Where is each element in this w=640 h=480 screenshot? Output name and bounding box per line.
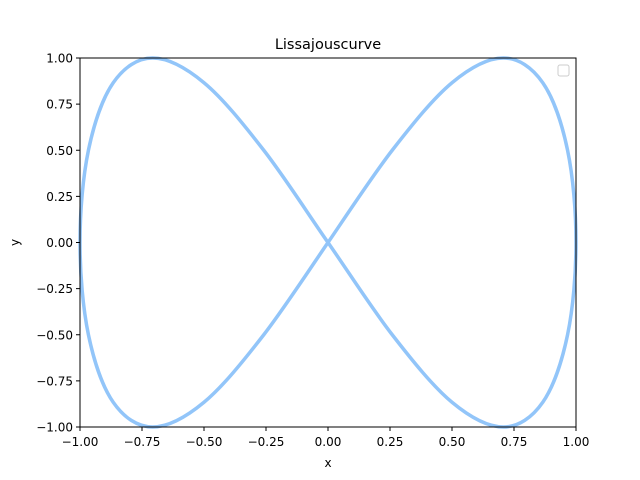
y-tick-label: 0.75 — [46, 98, 73, 112]
x-axis-label: x — [324, 456, 331, 470]
legend-box — [557, 64, 570, 77]
y-tick-label: 0.25 — [46, 190, 73, 204]
x-tick-label: −0.50 — [186, 435, 223, 449]
x-tick-label: 0.75 — [501, 435, 528, 449]
y-axis-label: y — [8, 239, 22, 246]
x-tick-label: −0.75 — [124, 435, 161, 449]
series-line — [78, 56, 578, 429]
x-axis: −1.00 −0.75 −0.50 −0.25 0.00 0.25 0.50 0.75 1.00 — [62, 427, 590, 449]
y-axis: −1.00 −0.75 −0.50 −0.25 0.00 0.25 0.50 0.75 1.00 — [36, 52, 80, 435]
x-tick-label: −1.00 — [62, 435, 99, 449]
x-tick-label: 0.50 — [439, 435, 466, 449]
chart-title: Lissajouscurve — [275, 37, 381, 53]
y-tick-label: −1.00 — [36, 421, 73, 435]
y-tick-label: 1.00 — [46, 52, 73, 66]
x-tick-label: 0.00 — [315, 435, 342, 449]
y-tick-label: −0.25 — [36, 282, 73, 296]
plot-area — [78, 56, 578, 429]
x-tick-label: −0.25 — [248, 435, 285, 449]
y-tick-label: 0.00 — [46, 236, 73, 250]
x-tick-label: 1.00 — [563, 435, 590, 449]
y-tick-label: 0.50 — [46, 144, 73, 158]
x-tick-label: 0.25 — [377, 435, 404, 449]
y-tick-label: −0.75 — [36, 374, 73, 388]
y-tick-label: −0.50 — [36, 328, 73, 342]
